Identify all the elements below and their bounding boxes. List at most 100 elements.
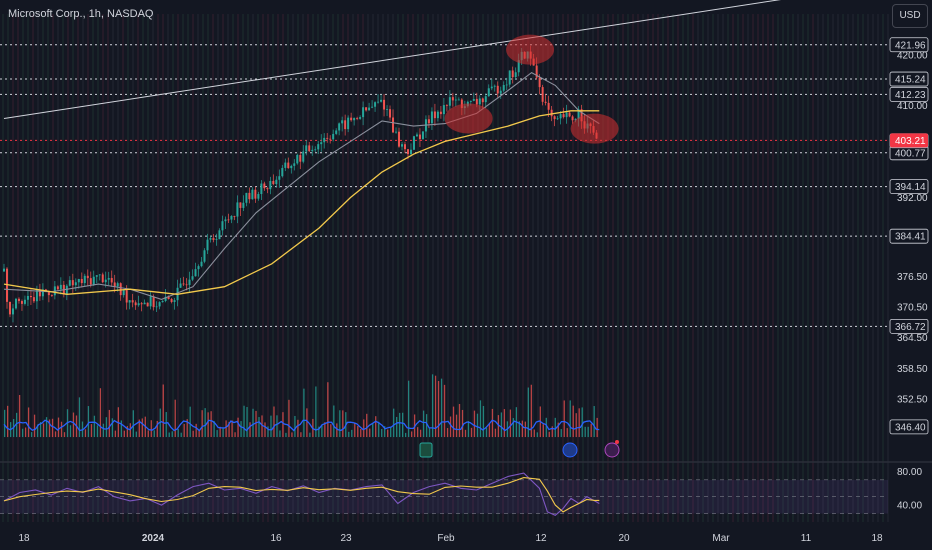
candle-body	[35, 289, 38, 302]
candle-body	[101, 274, 104, 283]
volume-bar	[381, 428, 383, 438]
candle-body	[380, 99, 383, 102]
grid-streak	[482, 14, 484, 522]
price-level-label-box	[889, 71, 929, 87]
volume-bar	[410, 431, 413, 438]
grid-streak	[582, 14, 584, 522]
candle-body	[541, 87, 544, 102]
volume-bar	[84, 429, 87, 438]
candle-body	[155, 306, 158, 308]
candle-body	[212, 238, 215, 240]
grid-streak	[472, 14, 474, 522]
volume-bar	[354, 422, 356, 438]
candle-body	[562, 114, 565, 118]
candle-body	[320, 142, 323, 145]
volume-bar	[24, 427, 27, 438]
candle-body	[421, 131, 424, 140]
grid-streak	[457, 14, 459, 522]
grid-streak	[332, 14, 334, 522]
volume-bar	[452, 406, 455, 438]
volume-bar	[171, 431, 173, 438]
grid-streak	[382, 14, 384, 522]
candle-body	[511, 70, 514, 78]
volume-bar	[258, 417, 260, 438]
ma-fast-line	[3, 71, 600, 300]
price-axis-tick: 410.00	[897, 101, 928, 112]
candle-body	[323, 137, 326, 143]
grid-streak	[342, 14, 344, 522]
volume-bar	[587, 426, 589, 438]
volume-bar	[207, 412, 209, 438]
candle-body	[350, 117, 353, 121]
volume-bar	[294, 415, 296, 438]
grid-streak	[57, 14, 59, 522]
candle-body	[65, 285, 68, 295]
volume-bar	[21, 428, 24, 438]
volume-bar	[357, 426, 359, 438]
grid-streak	[132, 14, 134, 522]
grid-streak	[672, 14, 674, 522]
candle-body	[433, 111, 436, 119]
candle-body	[386, 109, 389, 110]
candle-body	[242, 202, 245, 208]
volume-bar	[363, 419, 365, 438]
volume-bar	[360, 428, 362, 438]
candle-body	[365, 107, 368, 111]
candle-body	[368, 107, 371, 111]
candle-body	[110, 278, 113, 283]
grid-streak	[157, 14, 159, 522]
grid-streak	[592, 14, 594, 522]
grid-streak	[632, 14, 634, 522]
volume-bar	[428, 428, 431, 438]
grid-streak	[32, 14, 34, 522]
candle-body	[92, 276, 95, 285]
candle-body	[140, 303, 143, 305]
volume-bar	[542, 424, 544, 438]
grid-streak	[547, 14, 549, 522]
volume-bar	[387, 429, 389, 438]
volume-bar	[551, 426, 553, 438]
grid-streaks	[2, 14, 889, 522]
candle-body	[263, 183, 266, 189]
candle-body	[260, 183, 263, 195]
volume-bar	[369, 428, 371, 438]
candle-body	[311, 149, 314, 152]
volume-bar	[530, 384, 532, 438]
grid-streak	[447, 14, 449, 522]
candle-body	[194, 269, 197, 277]
grid-streak	[17, 14, 19, 522]
candle-body	[95, 275, 98, 277]
volume-bar	[524, 421, 526, 438]
candle-body	[215, 239, 218, 240]
volume-bar	[581, 407, 583, 438]
candle-body	[338, 123, 341, 131]
volume-bar	[108, 409, 111, 438]
grid-streak	[487, 14, 489, 522]
grid-streak	[692, 14, 694, 522]
candle-body	[299, 154, 302, 162]
grid-streak	[102, 14, 104, 522]
grid-streak	[282, 14, 284, 522]
candle-body	[266, 188, 269, 190]
grid-streak	[147, 14, 149, 522]
candle-body	[209, 238, 212, 240]
currency-button[interactable]: USD	[892, 4, 928, 28]
volume-bar	[240, 421, 242, 438]
candle-body	[47, 291, 50, 296]
grid-streak	[837, 14, 839, 522]
volume-bar	[339, 410, 341, 438]
grid-streak	[417, 14, 419, 522]
volume-bar	[446, 428, 449, 438]
candle-body	[398, 131, 401, 147]
volume-bar	[87, 406, 90, 438]
volume-bar	[132, 410, 134, 438]
volume-bar	[422, 410, 425, 438]
grid-streak	[92, 14, 94, 522]
volume-bar	[96, 425, 99, 438]
candle-body	[344, 120, 347, 130]
grid-streak	[537, 14, 539, 522]
volume-bar	[572, 405, 574, 438]
current-price-label: 403.21	[895, 136, 926, 147]
volume-bar	[39, 421, 42, 438]
